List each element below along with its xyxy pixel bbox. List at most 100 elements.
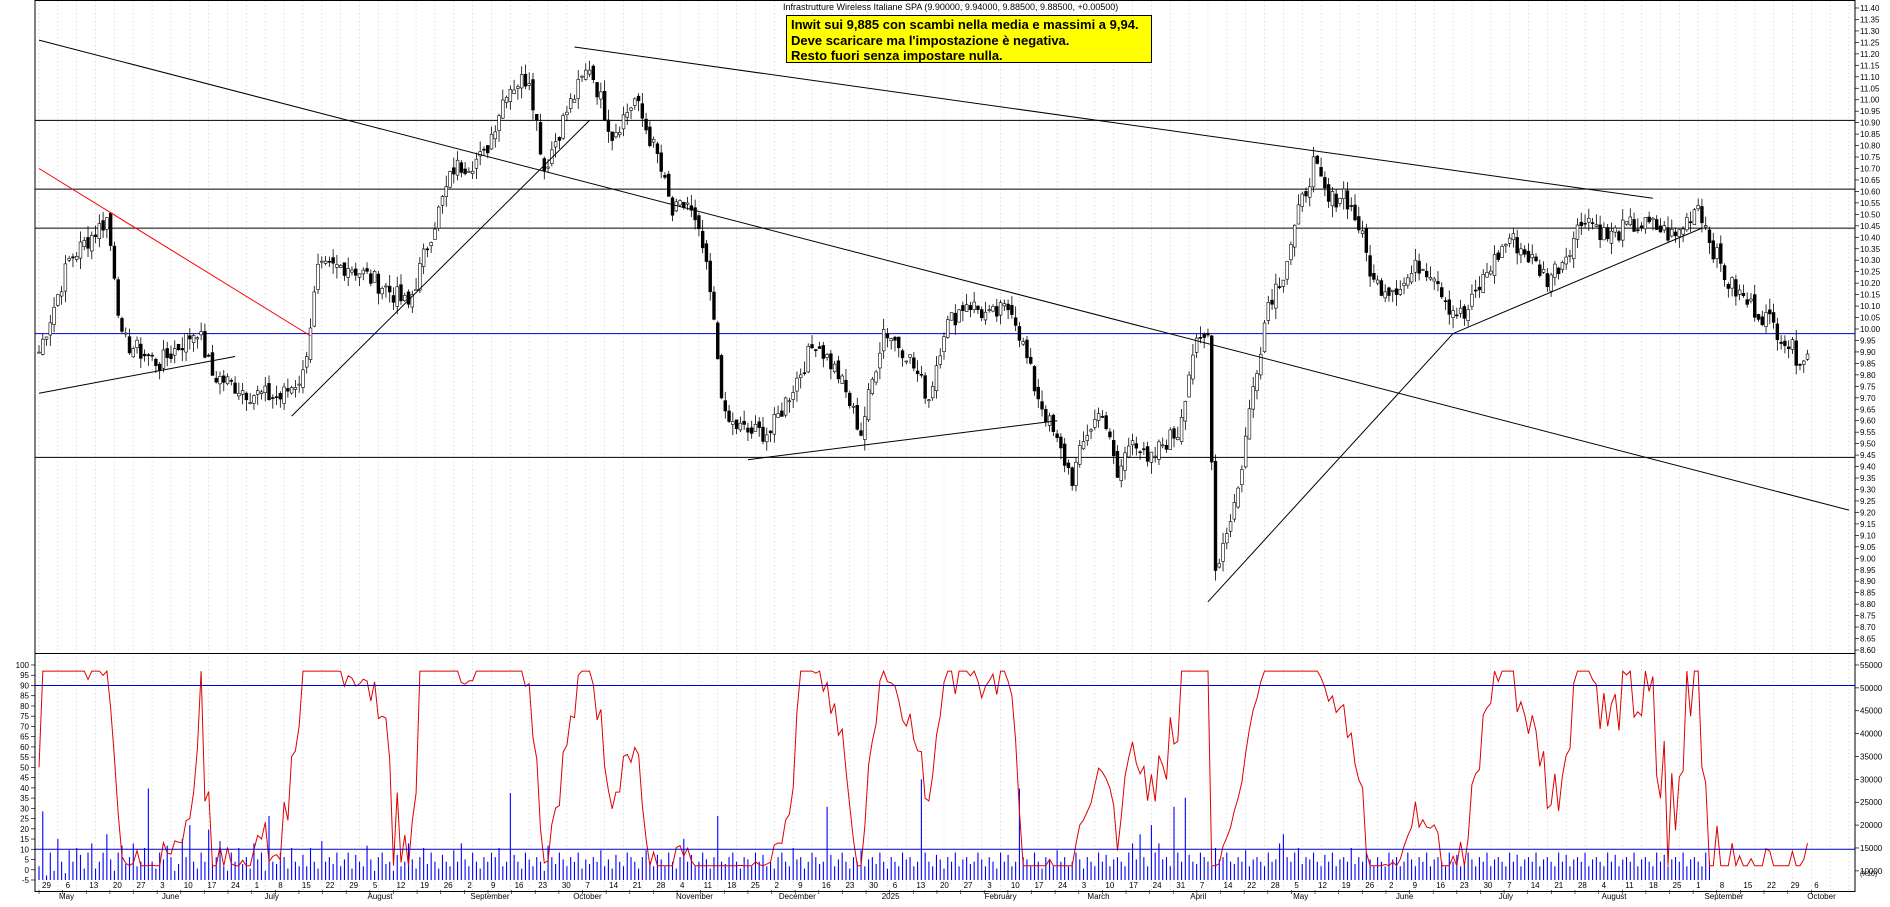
candle-body [203,331,207,358]
x-axis-day-label: 5 [373,881,378,890]
price-axis-label: 9.75 [1860,382,1876,391]
trendline [38,168,311,337]
candle-body [1692,209,1697,226]
candle-body [1179,417,1184,442]
candle-body [889,338,893,342]
price-panel-frame [34,0,1856,654]
price-axis-label: 8.85 [1860,589,1876,598]
oscillator-axis-label: 35 [20,794,29,803]
candle-body [1719,243,1723,264]
candle-body [1202,334,1206,338]
candle-body [1632,219,1636,232]
price-axis-label: 9.35 [1860,474,1876,483]
candle-body [157,363,162,371]
candle-body [700,230,705,249]
candle-body [708,260,712,293]
candle-body [1553,263,1557,278]
x-axis-day-label: 16 [1436,881,1445,890]
x-axis-day-label: 24 [231,881,240,890]
candle-body [1029,356,1033,364]
price-axis-label: 10.25 [1860,268,1881,277]
candle-body [1308,186,1312,198]
candle-body [908,354,912,358]
price-axis-label: 10.60 [1860,187,1881,196]
candle-body [878,352,882,369]
candle-body [350,269,354,273]
x-axis-day-label: 4 [1602,881,1607,890]
price-axis-label: 11.05 [1860,84,1880,93]
candle-body [746,427,750,433]
oscillator-axis-label: 60 [20,743,29,752]
candle-body [1123,452,1127,471]
candle-body [1560,262,1565,270]
candle-body [912,357,916,369]
candle-body [1775,323,1780,341]
volume-axis-label: 15000 [1860,844,1883,853]
volume-axis-label: 45000 [1860,707,1883,716]
x-axis-day-label: 29 [42,881,51,890]
x-axis-day-label: 9 [1413,881,1418,890]
annotation-line-2: Deve scaricare ma l'impostazione è negat… [791,32,1070,48]
volume-axis-label: 55000 [1860,661,1883,670]
candle-body [765,434,769,443]
candle-body [1541,268,1546,273]
candle-body [946,319,950,338]
candle-body [1145,446,1150,462]
candle-body [1232,502,1237,520]
price-axis-label: 9.65 [1860,405,1876,414]
annotation-line-3: Resto fuori senza impostare nulla. [791,48,1003,63]
candle-body [1556,267,1561,275]
candle-body [1296,204,1301,225]
candle-body [282,386,286,404]
candle-body [716,322,720,360]
candle-body [1605,227,1610,240]
candle-body [1108,431,1112,438]
price-axis-label: 8.75 [1860,612,1876,621]
x-axis-day-label: 1 [1696,881,1701,890]
x-axis-month-label: June [162,892,180,901]
candle-body [474,158,479,169]
candle-body [961,305,965,311]
candle-body [1741,292,1746,296]
candle-body [957,309,961,323]
candle-body [1470,293,1474,307]
candle-body [414,289,418,292]
x-axis-day-label: 13 [89,881,98,890]
candle-body [1704,225,1708,228]
candle-body [1651,217,1655,221]
x-axis-day-label: 14 [1224,881,1233,890]
price-axis-label: 10.05 [1860,314,1881,323]
candle-body [1734,279,1738,297]
candle-body [919,373,924,376]
oscillator-axis-label: 65 [20,733,29,742]
candle-body [791,392,795,400]
price-axis-label: 8.70 [1860,623,1876,632]
candle-body [1504,244,1508,247]
candle-body [440,196,445,206]
candle-body [1643,217,1648,230]
x-axis-day-label: 6 [66,881,71,890]
candle-body [425,248,430,251]
price-axis-label: 9.40 [1860,463,1876,472]
candle-body [195,337,200,340]
candle-body [1262,322,1267,352]
candle-body [1168,429,1172,450]
oscillator-axis-label: 15 [20,835,29,844]
candle-body [1259,353,1263,376]
candle-body [1413,259,1418,273]
price-axis-label: 10.85 [1860,130,1881,139]
x-axis-day-label: 26 [444,881,453,890]
oscillator-axis-label: 75 [20,712,29,721]
candle-body [271,397,275,399]
candle-body [240,390,245,395]
oscillator-panel-frame [34,653,1856,892]
x-axis-day-label: 7 [586,881,591,890]
candle-body [455,159,460,176]
candle-body [602,90,607,121]
candle-body [538,122,543,155]
x-axis-month-label: 2025 [882,892,900,901]
candle-body [1572,238,1576,259]
candle-body [576,79,580,99]
volume-axis-label: 35000 [1860,752,1883,761]
candle-body [1462,306,1467,319]
